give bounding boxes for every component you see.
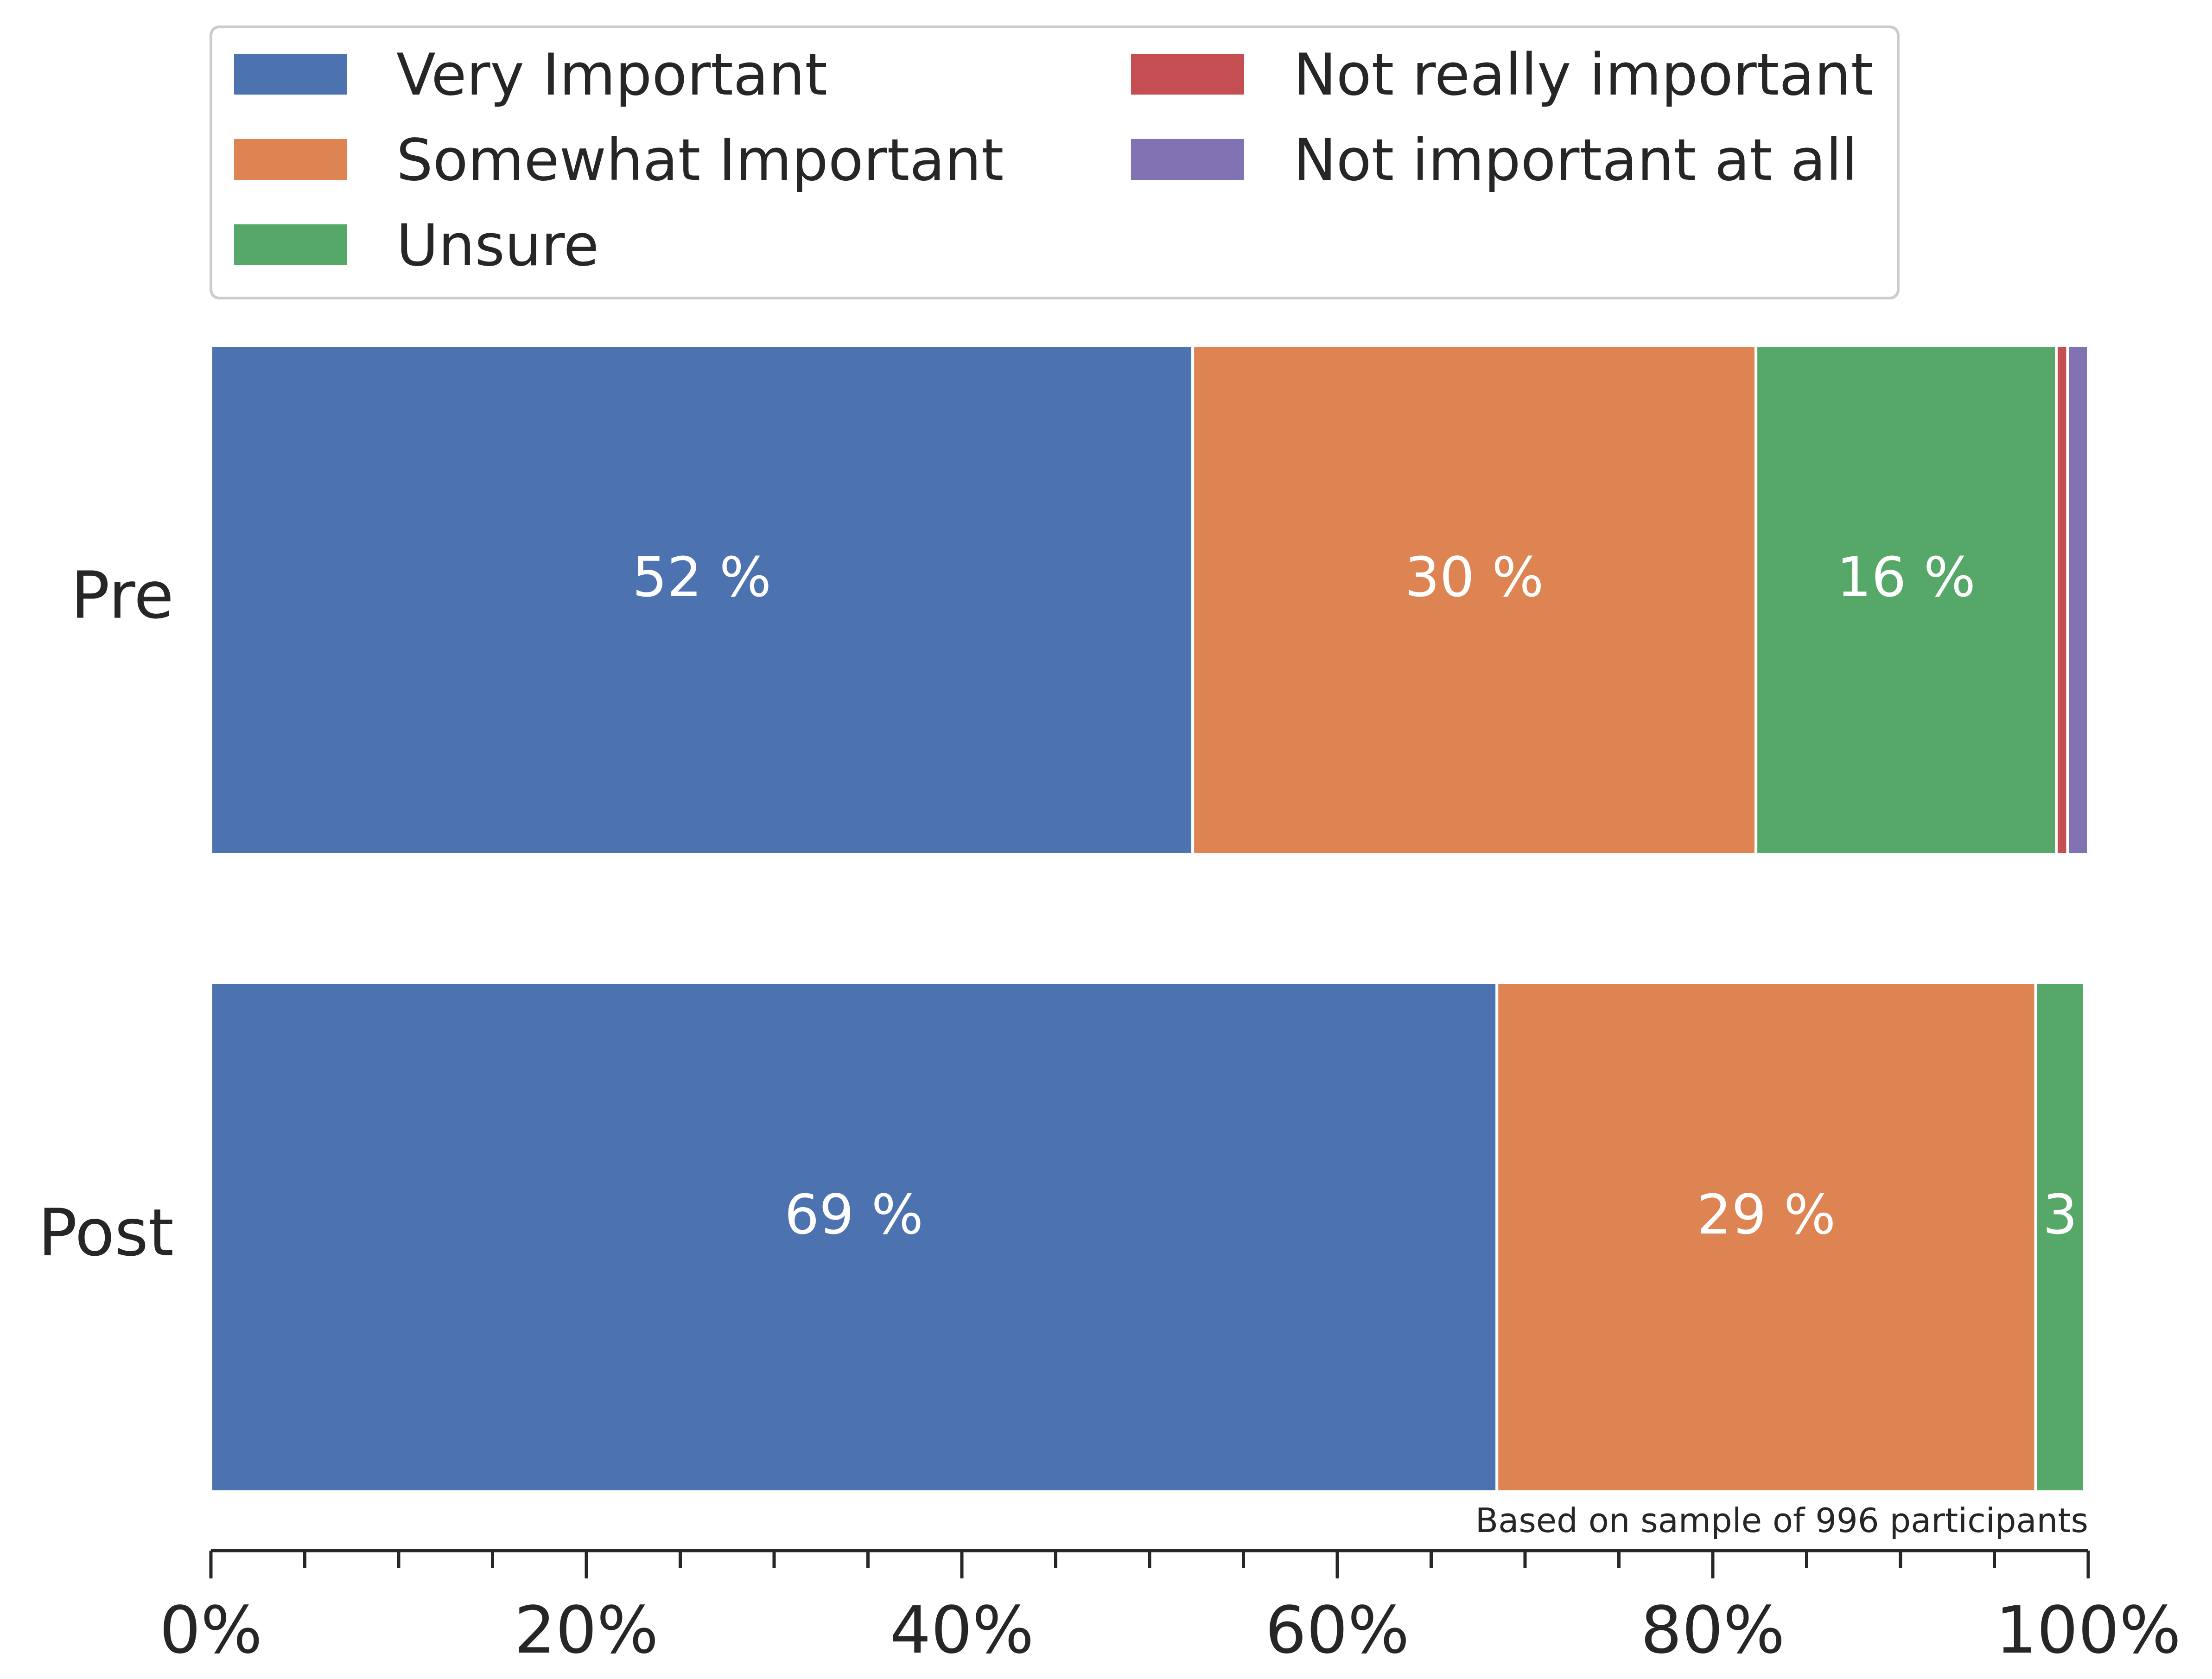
legend-label-unsure: Unsure bbox=[396, 212, 599, 279]
bar-pre-unsure bbox=[1754, 344, 2058, 856]
legend-label-not-important-at-all: Not important at all bbox=[1293, 127, 1858, 194]
legend-label-somewhat-important: Somewhat Important bbox=[396, 127, 1004, 194]
legend-swatch-somewhat-important bbox=[234, 139, 347, 180]
data-label-pre-very-important: 52 % bbox=[632, 545, 771, 609]
legend-swatch-very-important bbox=[234, 54, 347, 95]
bar-pre-somewhat-important bbox=[1191, 344, 1758, 856]
data-label-post-unsure: 3 bbox=[2043, 1183, 2078, 1247]
bar-post-unsure bbox=[2034, 981, 2086, 1493]
footnote: Based on sample of 996 participants bbox=[1475, 1501, 2088, 1540]
x-tick-label: 100% bbox=[1996, 1593, 2181, 1668]
bar-post-very-important bbox=[210, 981, 1499, 1493]
category-label-pre: Pre bbox=[70, 558, 174, 634]
bars: 52 % 30 % 16 % 69 % 29 % 3 bbox=[210, 344, 2090, 1493]
bar-pre-very-important bbox=[210, 344, 1195, 856]
data-label-post-somewhat-important: 29 % bbox=[1697, 1183, 1836, 1247]
legend-swatch-not-really-important bbox=[1131, 54, 1244, 95]
x-tick-label: 60% bbox=[1265, 1593, 1409, 1668]
legend-frame bbox=[210, 25, 1900, 299]
legend-label-very-important: Very Important bbox=[396, 42, 827, 108]
data-label-pre-unsure: 16 % bbox=[1837, 545, 1976, 609]
category-label-post: Post bbox=[38, 1196, 174, 1271]
bar-pre-not-really-important bbox=[2055, 344, 2069, 856]
legend-label-not-really-important: Not really important bbox=[1293, 42, 1874, 108]
x-tick-label: 80% bbox=[1640, 1593, 1785, 1668]
category-labels: Pre Post bbox=[38, 558, 174, 1271]
data-label-pre-somewhat-important: 30 % bbox=[1405, 545, 1544, 609]
legend-swatch-unsure bbox=[234, 224, 347, 265]
legend: Very Important Somewhat Important Unsure No… bbox=[210, 25, 1900, 299]
x-tick-label: 0% bbox=[159, 1593, 262, 1668]
legend-swatch-not-important-at-all bbox=[1131, 139, 1244, 180]
data-label-post-very-important: 69 % bbox=[784, 1183, 923, 1247]
bar-post-somewhat-important bbox=[1495, 981, 2037, 1493]
x-tick-label: 40% bbox=[890, 1593, 1034, 1668]
x-tick-label: 20% bbox=[514, 1593, 658, 1668]
x-axis: 0% 20% 40% 60% 80% 100% bbox=[159, 1549, 2181, 1668]
bar-pre-not-important-at-all bbox=[2066, 344, 2090, 856]
